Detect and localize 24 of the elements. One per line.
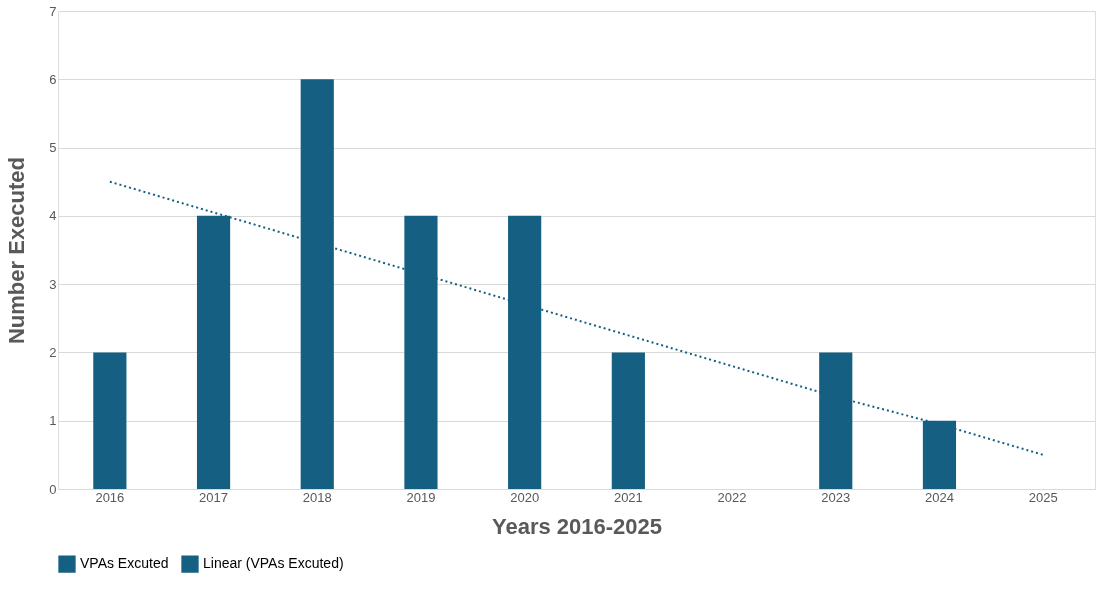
x-tick-label: 2023 — [821, 489, 851, 505]
y-tick-label: 5 — [49, 140, 57, 156]
y-tick-label: 3 — [49, 276, 57, 292]
x-tick-label: 2024 — [924, 489, 954, 505]
y-tick-label: 4 — [49, 208, 57, 224]
x-tick-label: 2019 — [406, 489, 436, 505]
x-axis-title: Years 2016-2025 — [491, 513, 663, 539]
x-tick-label: 2016 — [95, 489, 125, 505]
y-tick-label: 7 — [49, 3, 57, 19]
y-tick-label: 0 — [49, 481, 57, 497]
x-tick-label: 2017 — [199, 489, 229, 505]
bar — [611, 352, 645, 489]
x-tick-label: 2018 — [302, 489, 332, 505]
y-tick-label: 2 — [49, 344, 57, 360]
x-tick-label: 2025 — [1028, 489, 1058, 505]
x-tick-label: 2022 — [717, 489, 747, 505]
y-axis-title: Number Executed — [4, 156, 30, 345]
y-tick-label: 1 — [49, 413, 57, 429]
y-tick-label: 6 — [49, 71, 57, 87]
x-tick-label: 2020 — [510, 489, 540, 505]
legend-label: VPAs Excuted — [80, 555, 169, 572]
legend-label: Linear (VPAs Excuted) — [203, 555, 344, 572]
bar — [93, 352, 127, 489]
x-tick-label: 2021 — [613, 489, 643, 505]
